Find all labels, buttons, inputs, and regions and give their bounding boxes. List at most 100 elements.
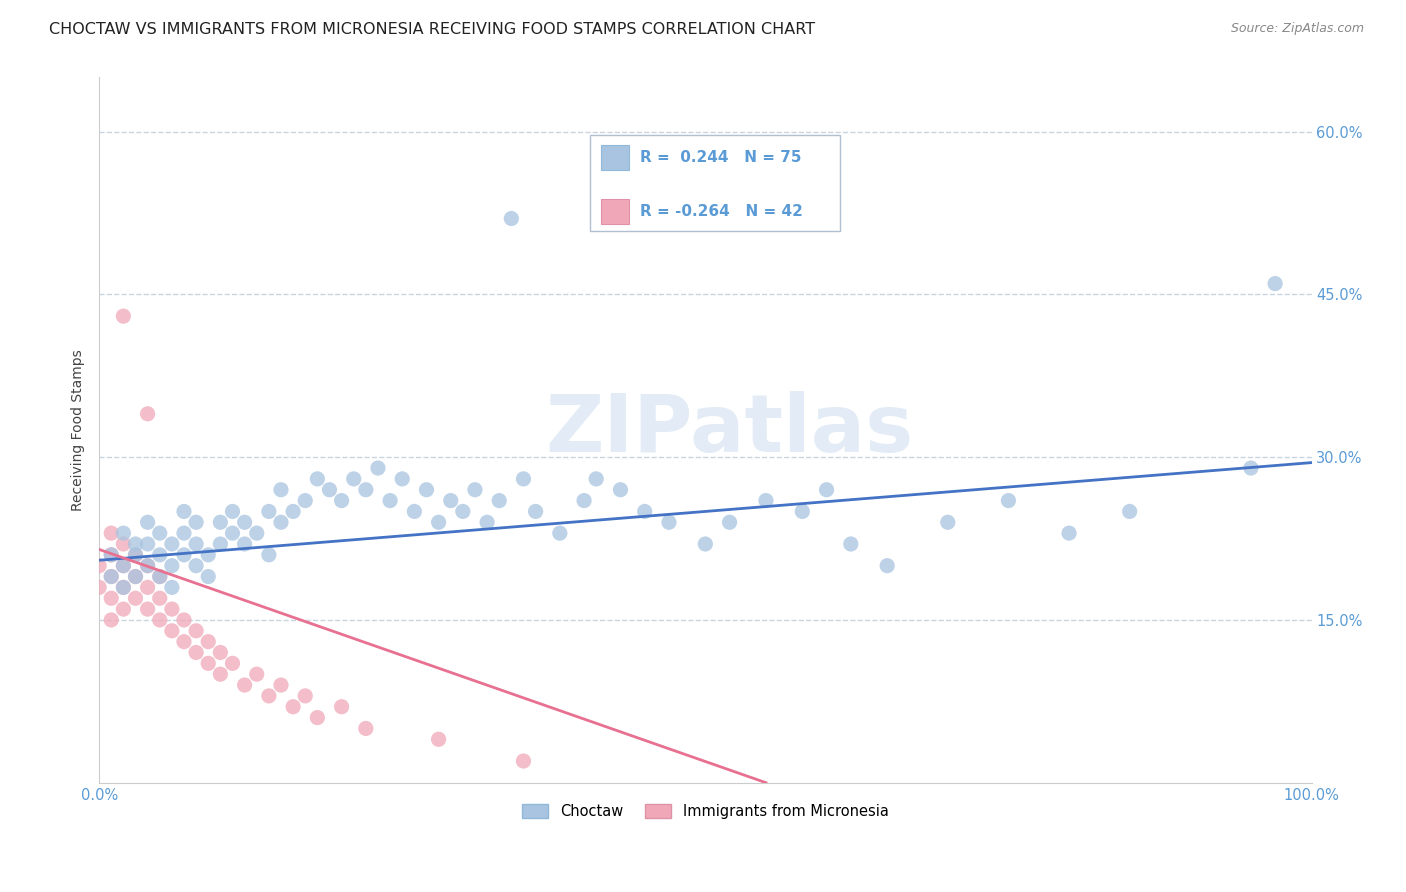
Point xyxy=(451,504,474,518)
Point xyxy=(270,516,292,530)
Point xyxy=(209,516,232,530)
Point xyxy=(136,581,159,595)
Point xyxy=(512,472,534,486)
Point xyxy=(100,613,122,627)
Point xyxy=(330,699,353,714)
Point xyxy=(89,558,111,573)
Point xyxy=(136,516,159,530)
Point xyxy=(221,504,243,518)
Point xyxy=(100,548,122,562)
Point xyxy=(330,493,353,508)
Point xyxy=(209,667,232,681)
Point xyxy=(149,569,172,583)
Point xyxy=(440,493,463,508)
Point xyxy=(100,569,122,583)
Text: ZIPatlas: ZIPatlas xyxy=(546,391,914,469)
Y-axis label: Receiving Food Stamps: Receiving Food Stamps xyxy=(72,349,86,511)
Point xyxy=(281,504,304,518)
Point xyxy=(136,537,159,551)
Point xyxy=(391,472,413,486)
Point xyxy=(501,211,523,226)
Point xyxy=(160,581,183,595)
Point xyxy=(149,613,172,627)
Point xyxy=(755,493,778,508)
Point xyxy=(270,678,292,692)
Point xyxy=(209,537,232,551)
Point xyxy=(427,732,450,747)
Point xyxy=(100,548,122,562)
Point xyxy=(270,483,292,497)
Point xyxy=(136,558,159,573)
Text: R = -0.264   N = 42: R = -0.264 N = 42 xyxy=(641,203,803,219)
Point xyxy=(343,472,366,486)
Point xyxy=(160,558,183,573)
Point xyxy=(718,516,741,530)
Point xyxy=(136,407,159,421)
Point xyxy=(197,548,219,562)
Point xyxy=(1264,277,1286,291)
Point xyxy=(100,569,122,583)
Point xyxy=(792,504,814,518)
Point xyxy=(173,634,195,648)
Point xyxy=(1240,461,1263,475)
Legend: Choctaw, Immigrants from Micronesia: Choctaw, Immigrants from Micronesia xyxy=(516,797,894,825)
Point xyxy=(524,504,547,518)
Point xyxy=(233,537,256,551)
Point xyxy=(112,526,135,541)
Point xyxy=(307,472,329,486)
Point xyxy=(160,602,183,616)
Point xyxy=(160,537,183,551)
Point xyxy=(197,569,219,583)
Point xyxy=(658,516,681,530)
Point xyxy=(124,537,146,551)
Point xyxy=(257,689,280,703)
Point xyxy=(1057,526,1080,541)
Point xyxy=(839,537,862,551)
Text: CHOCTAW VS IMMIGRANTS FROM MICRONESIA RECEIVING FOOD STAMPS CORRELATION CHART: CHOCTAW VS IMMIGRANTS FROM MICRONESIA RE… xyxy=(49,22,815,37)
Point xyxy=(149,526,172,541)
Point xyxy=(173,504,195,518)
Point xyxy=(221,526,243,541)
Point xyxy=(112,537,135,551)
Point xyxy=(100,526,122,541)
Point xyxy=(184,516,207,530)
Point xyxy=(634,504,657,518)
Point xyxy=(124,569,146,583)
Point xyxy=(404,504,426,518)
Point xyxy=(246,526,269,541)
Point xyxy=(100,591,122,606)
Point xyxy=(294,689,316,703)
Point xyxy=(246,667,269,681)
Point xyxy=(112,602,135,616)
Point xyxy=(89,581,111,595)
Point xyxy=(197,657,219,671)
Point xyxy=(257,504,280,518)
Point xyxy=(112,558,135,573)
Point xyxy=(354,722,377,736)
Point xyxy=(160,624,183,638)
Point xyxy=(184,537,207,551)
Point xyxy=(173,613,195,627)
Point xyxy=(281,699,304,714)
Point xyxy=(1118,504,1140,518)
Point xyxy=(548,526,571,541)
Point xyxy=(136,558,159,573)
Point xyxy=(354,483,377,497)
Point xyxy=(184,645,207,659)
Point xyxy=(427,516,450,530)
Point xyxy=(488,493,510,508)
Point xyxy=(367,461,389,475)
Point xyxy=(112,581,135,595)
Text: R =  0.244   N = 75: R = 0.244 N = 75 xyxy=(641,150,801,165)
Point xyxy=(475,516,498,530)
Point xyxy=(149,591,172,606)
Point xyxy=(173,526,195,541)
Point xyxy=(257,548,280,562)
Point xyxy=(233,678,256,692)
Point xyxy=(124,548,146,562)
Point xyxy=(209,645,232,659)
Point xyxy=(307,710,329,724)
Point xyxy=(609,483,631,497)
Point xyxy=(233,516,256,530)
Point xyxy=(221,657,243,671)
